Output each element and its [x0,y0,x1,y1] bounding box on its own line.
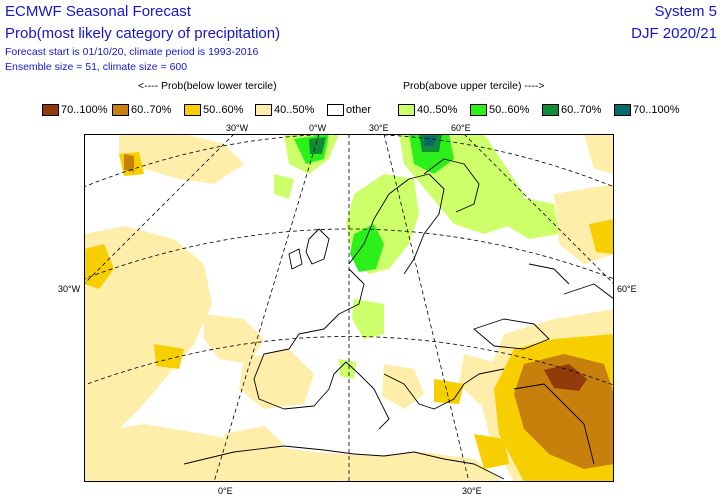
forecast-start-info: Forecast start is 01/10/20, climate peri… [5,46,259,58]
tick-bottom-30e: 30°E [462,486,482,496]
legend-swatch [327,104,344,116]
legend-heading-below: <---- Prob(below lower tercile) [138,80,277,92]
legend-swatch [184,104,201,116]
legend-label: 50..60% [489,104,530,116]
legend-swatch [614,104,631,116]
legend-item-below-70-100: 70..100% [42,103,107,117]
region-below-60-70 [124,154,614,469]
forecast-title: ECMWF Seasonal Forecast [5,3,191,20]
legend-label: 60..70% [131,104,172,116]
legend-swatch [470,104,487,116]
legend-label: 50..60% [203,104,244,116]
legend-item-below-40-50: 40..50% [255,103,314,117]
legend-swatch [42,104,59,116]
legend-label: 40..50% [417,104,458,116]
tick-bottom-0e: 0°E [218,486,233,496]
legend-item-other: other [327,103,371,117]
legend-label: 70..100% [633,104,680,116]
tick-top-30e: 30°E [369,123,389,133]
legend-item-below-50-60: 50..60% [184,103,243,117]
legend-swatch [255,104,272,116]
legend-label: 70..100% [61,104,108,116]
legend-heading-above: Prob(above upper tercile) ----> [403,80,545,92]
legend-item-above-50-60: 50..60% [470,103,529,117]
legend-label: other [346,104,372,116]
legend-item-below-60-70: 60..70% [112,103,171,117]
tick-top-30w: 30°W [226,123,249,133]
tick-left-30w: 30°W [58,284,81,294]
system-label: System 5 [654,3,717,20]
legend-label: 40..50% [274,104,315,116]
tick-top-0w: 0°W [309,123,327,133]
probability-legend: 70..100% 60..70% 50..60% 40..50% other 4… [42,103,722,119]
legend-swatch [112,104,129,116]
tick-top-60e: 60°E [451,123,471,133]
tick-right-60e: 60°E [617,284,637,294]
graticule [84,134,614,482]
map-frame [84,134,614,482]
region-above-70-100 [424,136,436,146]
ensemble-size-info: Ensemble size = 51, climate size = 600 [5,61,188,73]
legend-swatch [398,104,415,116]
legend-item-above-40-50: 40..50% [398,103,457,117]
season-label: DJF 2020/21 [631,25,717,42]
legend-label: 60..70% [561,104,602,116]
legend-item-above-60-70: 60..70% [542,103,601,117]
legend-item-above-70-100: 70..100% [614,103,679,117]
precipitation-probability-map [84,134,614,482]
region-below-70-100 [544,364,587,391]
legend-swatch [542,104,559,116]
coastlines [183,158,614,480]
forecast-subtitle: Prob(most likely category of precipitati… [5,25,281,42]
